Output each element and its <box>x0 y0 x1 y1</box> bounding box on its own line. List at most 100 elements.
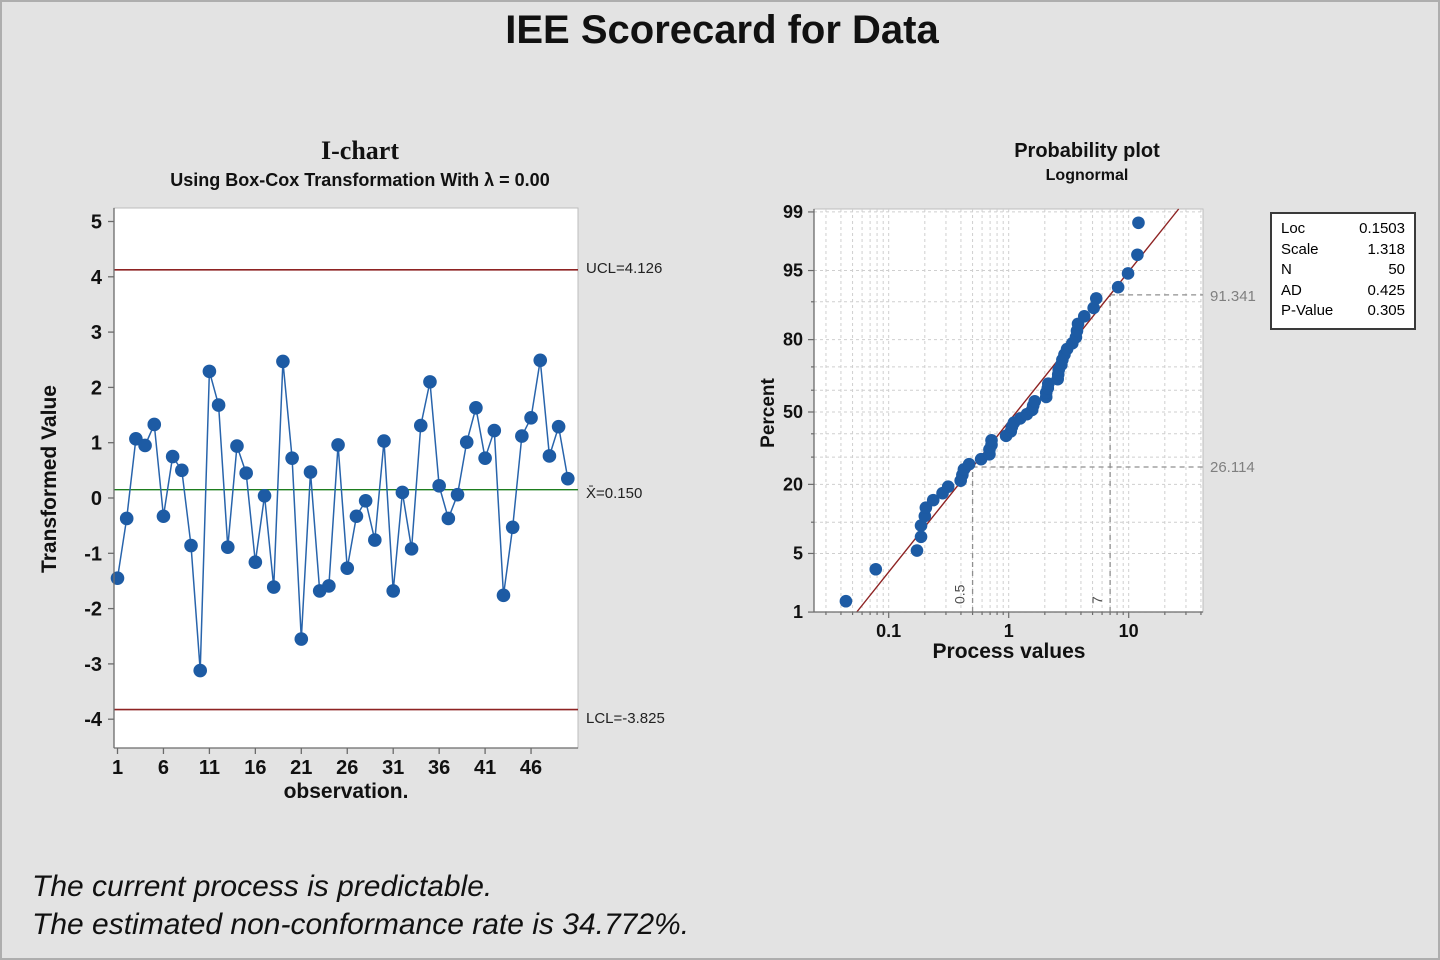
data-point <box>962 457 976 471</box>
data-point <box>1121 267 1135 280</box>
data-point <box>423 375 437 389</box>
stat-row: N 50 <box>1281 260 1405 281</box>
data-point <box>147 417 162 432</box>
data-point <box>974 452 988 466</box>
data-point <box>1131 248 1144 262</box>
x-tick-label: 16 <box>244 757 266 779</box>
i-chart-title: I-chart <box>321 136 399 165</box>
data-point <box>129 432 143 446</box>
spec-value-label: 0.5 <box>952 584 968 604</box>
y-tick-label: 5 <box>91 212 102 234</box>
data-point <box>505 520 520 535</box>
x-tick-label: 10 <box>1119 621 1139 641</box>
x-tick-label: 0.1 <box>876 621 901 641</box>
data-point <box>1069 330 1083 344</box>
y-tick-label: -2 <box>84 599 102 621</box>
data-point <box>487 423 502 438</box>
stat-label: Loc <box>1281 220 1306 237</box>
data-point <box>257 488 272 503</box>
stat-row: AD 0.425 <box>1281 281 1405 302</box>
x-tick-label: 6 <box>158 757 169 779</box>
y-tick-label: 1 <box>793 602 803 622</box>
y-tick-label: 50 <box>783 402 803 422</box>
stat-label: N <box>1281 261 1292 278</box>
data-point <box>914 530 928 544</box>
x-tick-label: 1 <box>1004 621 1014 641</box>
spec-value-label: 7 <box>1089 596 1105 604</box>
probability-plot-title: Probability plot <box>1014 140 1160 162</box>
data-point <box>956 468 969 482</box>
data-point <box>869 562 883 576</box>
data-point <box>156 509 171 524</box>
y-tick-label: -4 <box>84 709 103 731</box>
x-tick-label: 21 <box>290 757 312 779</box>
data-point <box>395 485 410 500</box>
i-chart-plot-area <box>113 207 579 749</box>
data-point <box>1058 348 1071 361</box>
data-point <box>441 511 456 526</box>
data-point <box>1039 390 1053 404</box>
data-point <box>985 434 998 447</box>
data-point <box>983 443 996 456</box>
distribution-stats-box: Loc 0.1503 Scale 1.318 N 50 AD 0.425 P-Value 0.30… <box>1270 212 1416 330</box>
data-point <box>918 509 932 523</box>
page-title: IEE Scorecard for Data <box>505 8 939 52</box>
data-point <box>1077 310 1091 323</box>
data-point <box>1060 342 1074 356</box>
data-point <box>413 418 428 433</box>
data-point <box>138 438 152 453</box>
y-tick-label: 4 <box>91 267 103 289</box>
y-tick-label: 80 <box>783 330 803 350</box>
stat-value: 50 <box>1388 261 1405 278</box>
data-point <box>1028 394 1042 408</box>
process-predictable-text: The current process is predictable. <box>32 870 493 903</box>
center-line-label: X̄=0.150 <box>586 485 643 502</box>
stat-value: 0.1503 <box>1359 220 1405 237</box>
data-point <box>478 451 492 465</box>
y-tick-label: 5 <box>793 543 803 563</box>
data-point <box>377 434 391 448</box>
data-point <box>175 463 189 478</box>
y-tick-label: 99 <box>783 202 803 222</box>
data-point <box>358 493 373 508</box>
data-point <box>910 544 924 557</box>
data-point <box>1087 301 1100 315</box>
data-point <box>1004 425 1018 438</box>
data-point <box>1051 368 1065 381</box>
data-point <box>1025 403 1039 417</box>
data-point <box>119 511 134 526</box>
data-point <box>239 466 253 480</box>
data-point <box>349 509 364 524</box>
data-point <box>322 579 336 593</box>
nonconformance-rate-text: The estimated non-conformance rate is 34… <box>32 908 690 941</box>
data-point <box>515 429 529 443</box>
upper-ref-percent-label: 91.341 <box>1210 288 1256 305</box>
y-tick-label: 95 <box>783 261 803 281</box>
data-point <box>1007 416 1021 430</box>
data-point <box>985 438 998 452</box>
data-point <box>312 584 327 598</box>
data-point <box>1042 377 1055 390</box>
data-point <box>914 519 928 532</box>
data-point <box>266 580 281 594</box>
data-point <box>957 463 971 476</box>
lcl-label: LCL=-3.825 <box>586 710 665 727</box>
data-point <box>524 411 538 425</box>
data-point <box>276 354 290 369</box>
data-point <box>368 533 382 547</box>
x-tick-label: 31 <box>382 757 404 779</box>
x-tick-label: 1 <box>112 757 123 779</box>
data-point <box>941 480 955 494</box>
ucl-label: UCL=4.126 <box>586 260 663 277</box>
stat-value: 1.318 <box>1367 240 1405 258</box>
probability-plot-x-axis-label: Process values <box>932 640 1086 663</box>
data-point <box>999 429 1013 443</box>
stat-row: P-Value 0.305 <box>1281 301 1405 322</box>
stat-row: Loc 0.1503 <box>1281 219 1405 240</box>
data-point <box>220 540 235 555</box>
stat-value: 0.305 <box>1367 302 1405 319</box>
data-point <box>1051 372 1064 386</box>
data-point <box>954 474 967 487</box>
y-tick-label: -1 <box>84 543 102 565</box>
